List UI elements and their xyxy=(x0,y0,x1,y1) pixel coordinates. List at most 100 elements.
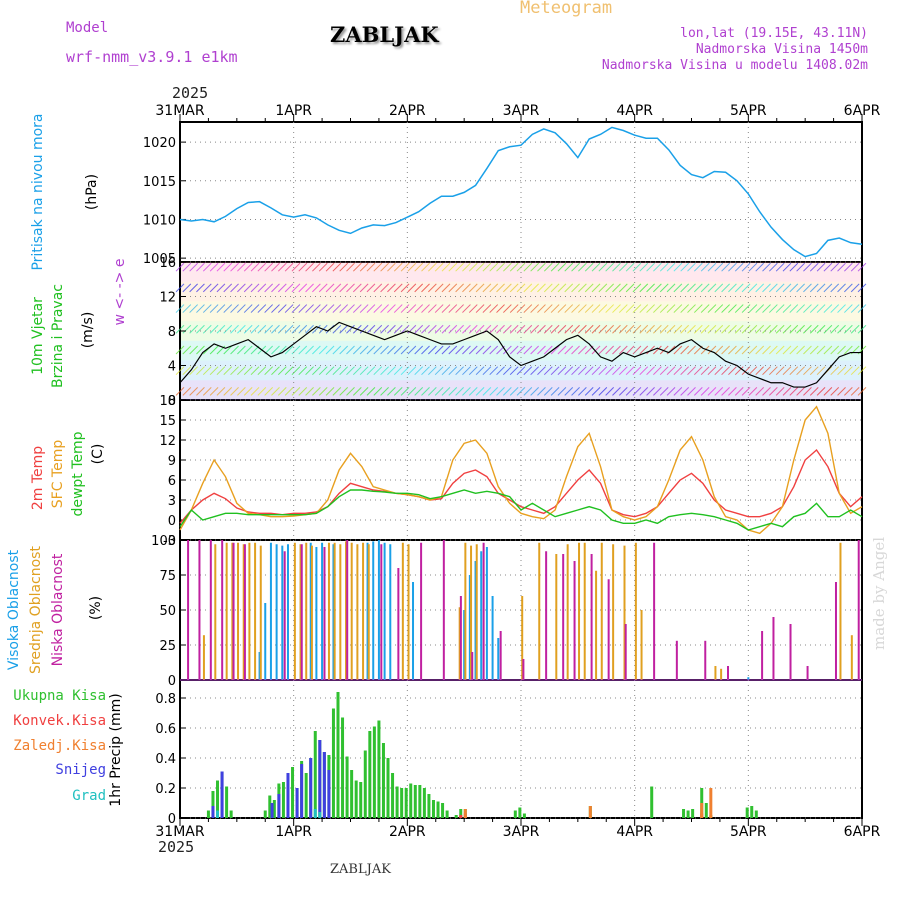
wind-barb xyxy=(816,324,826,334)
wind-barb xyxy=(612,324,621,334)
precip-bar xyxy=(650,786,654,818)
wind-barb xyxy=(837,324,846,334)
wind-barb xyxy=(291,283,301,293)
wind-barb xyxy=(543,324,553,334)
precip-bar xyxy=(391,773,395,818)
wind-barb xyxy=(789,304,799,313)
wind-barb xyxy=(775,283,785,293)
wind-barb xyxy=(393,324,403,334)
wind-barb xyxy=(707,262,717,272)
wind-barb xyxy=(523,262,533,272)
wind-barb xyxy=(680,324,690,334)
wind-barb xyxy=(564,283,574,293)
wind-barb xyxy=(271,262,280,272)
wind-barb xyxy=(373,304,383,313)
wind-barb xyxy=(653,366,662,376)
wind-barb xyxy=(844,304,853,313)
precip-bar xyxy=(318,812,322,818)
wind-barb xyxy=(550,366,560,376)
wind-barb xyxy=(441,345,451,355)
wind-barb xyxy=(564,345,574,355)
wind-barb xyxy=(298,345,308,355)
precip-legend-2: Zaledj.Kisa xyxy=(13,738,106,754)
wind-barb xyxy=(421,304,430,313)
wind-barb xyxy=(298,387,308,396)
wind-barb xyxy=(496,262,505,272)
wind-barb xyxy=(448,283,458,293)
wind-barb xyxy=(755,283,765,293)
wind-barb xyxy=(530,262,539,272)
wind-barb xyxy=(666,262,676,272)
wind-barb xyxy=(448,366,458,376)
wind-barb xyxy=(816,262,826,272)
wind-barb xyxy=(175,283,185,293)
precip-bar xyxy=(216,780,220,818)
wind-barb xyxy=(584,387,594,396)
wind-barb xyxy=(175,324,185,334)
wind-barb xyxy=(427,304,437,313)
wind-barb xyxy=(393,366,403,376)
precip-bar xyxy=(709,788,713,818)
wind-barb xyxy=(537,304,546,313)
wind-barb xyxy=(557,304,567,313)
wind-barb xyxy=(482,345,492,355)
wind-barb xyxy=(468,345,478,355)
wind-barb xyxy=(782,366,792,376)
wind-barb xyxy=(598,345,608,355)
wind-barb xyxy=(605,324,615,334)
wind-barb xyxy=(578,283,587,293)
precip-bar xyxy=(286,773,290,818)
wind-barb xyxy=(755,366,765,376)
wind-barb xyxy=(618,366,628,376)
wind-barb xyxy=(237,366,246,376)
wind-barb xyxy=(850,283,860,293)
wind-barb xyxy=(850,304,860,313)
wind-barb xyxy=(673,387,683,396)
wind-barb xyxy=(332,283,342,293)
precip-bar xyxy=(459,809,463,818)
date-tick-bottom: 5APR xyxy=(730,824,767,840)
wind-barb xyxy=(257,304,267,313)
wind-barb xyxy=(850,387,860,396)
wind-barb xyxy=(680,262,690,272)
precip-bar xyxy=(413,785,417,818)
wind-barb xyxy=(182,304,192,313)
wind-barb xyxy=(352,262,362,272)
wind-barb xyxy=(175,345,185,355)
precip-bar xyxy=(341,717,345,818)
wind-barb xyxy=(305,304,314,313)
year-bottom: 2025 xyxy=(158,838,195,856)
precip-legend-1: Konvek.Kisa xyxy=(13,713,106,729)
precip-bar xyxy=(354,780,358,818)
wind-barb xyxy=(257,387,267,396)
wind-barb xyxy=(271,324,280,334)
wind-barb xyxy=(264,304,274,313)
wind-barb xyxy=(837,262,846,272)
precip-bar xyxy=(404,788,408,818)
wind-barb xyxy=(496,366,505,376)
wind-barb xyxy=(564,366,574,376)
wind-barb xyxy=(243,366,253,376)
wind-barb xyxy=(373,366,383,376)
date-tick-top: 4APR xyxy=(616,103,653,119)
wind-barb xyxy=(803,304,812,313)
wind-barb xyxy=(257,324,267,334)
wind-barb xyxy=(414,304,424,313)
precip-bar xyxy=(427,794,431,818)
wind-barb xyxy=(468,283,478,293)
wind-barb xyxy=(618,304,628,313)
wind-barb xyxy=(707,387,717,396)
wind-barb xyxy=(230,345,239,355)
wind-barb xyxy=(291,262,301,272)
wind-barb xyxy=(598,366,608,376)
wind-barb xyxy=(557,283,567,293)
wind-barb xyxy=(434,324,444,334)
wind-barb xyxy=(414,262,424,272)
wind-barb xyxy=(516,387,526,396)
wind-barb xyxy=(844,366,853,376)
y-tick-label-precipitation: 0.4 xyxy=(155,752,176,767)
wind-barb xyxy=(584,324,594,334)
wind-barb xyxy=(441,387,451,396)
wind-barb xyxy=(462,387,471,396)
wind-barb xyxy=(693,324,703,334)
